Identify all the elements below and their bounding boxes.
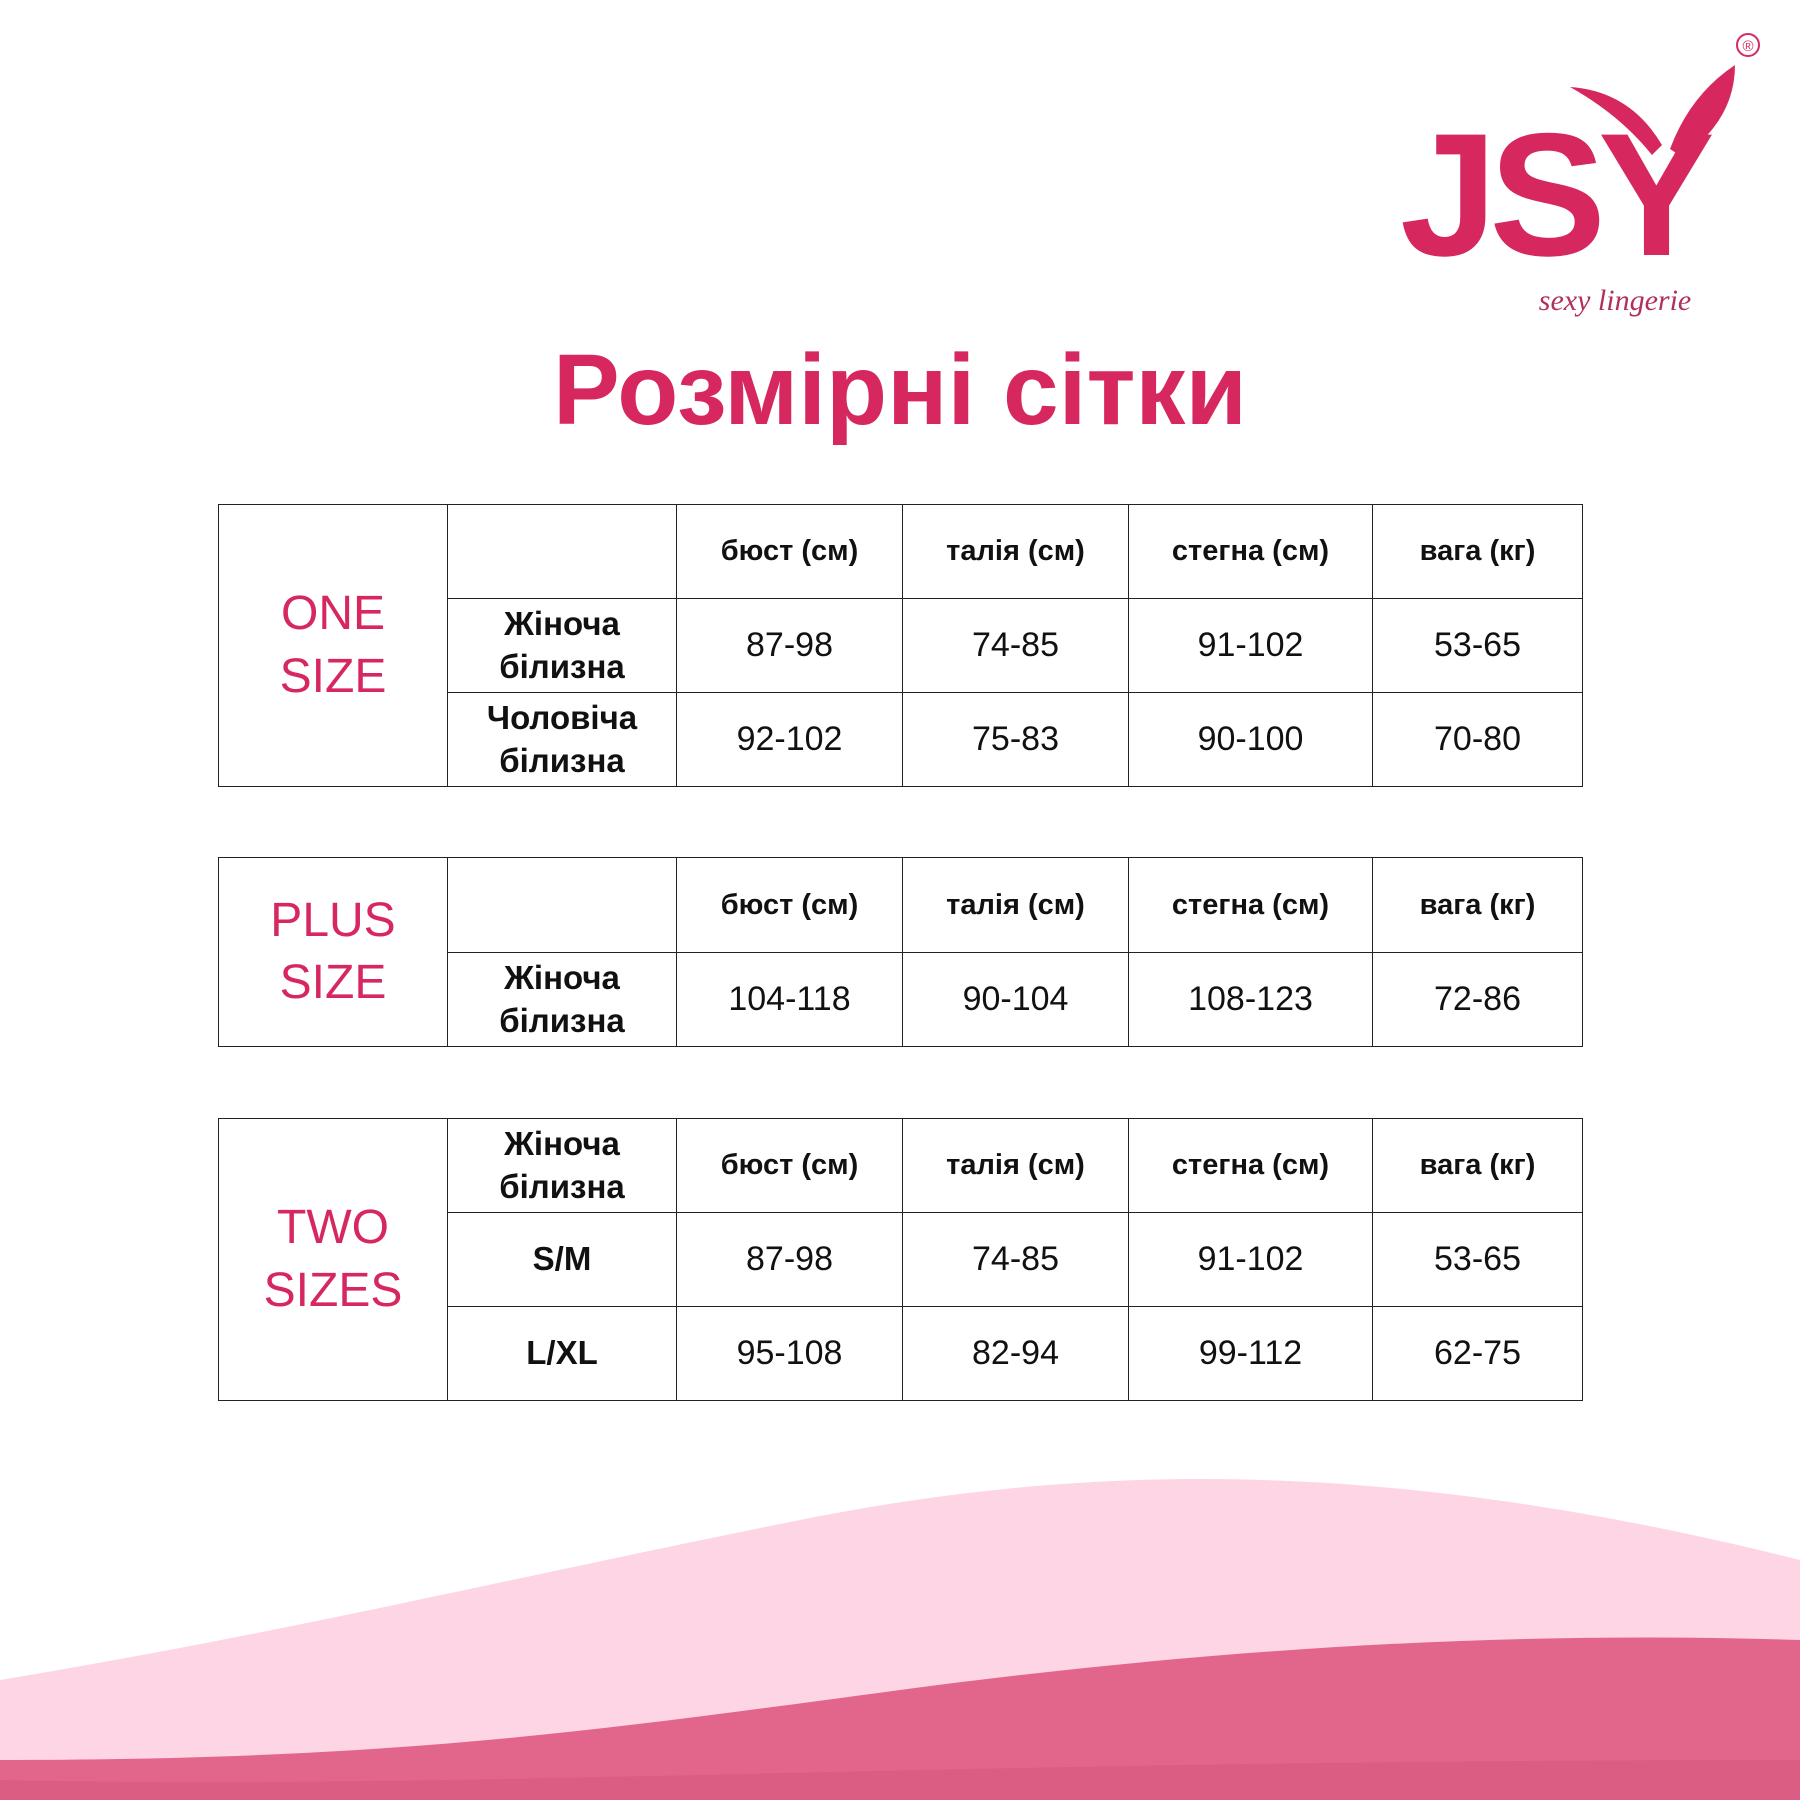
plus-size-table: PLUS SIZE бюст (см) талія (см) стегна (см… bbox=[218, 857, 1583, 1047]
size-label: PLUS SIZE bbox=[218, 857, 448, 1047]
size-label: ONE SIZE bbox=[218, 504, 448, 787]
table-row: Жіноча білизна 87-98 74-85 91-102 53-65 bbox=[219, 598, 1583, 693]
header-waist: талія (см) bbox=[902, 1118, 1129, 1213]
two-sizes-table: TWO SIZES Жіноча білизна бюст (см) талія (… bbox=[218, 1118, 1583, 1401]
header-bust: бюст (см) bbox=[676, 857, 903, 953]
cell-weight: 72-86 bbox=[1372, 952, 1583, 1047]
cell-weight: 70-80 bbox=[1372, 692, 1583, 787]
table-row: Жіноча білизна 104-118 90-104 108-123 72-… bbox=[219, 952, 1583, 1047]
leaf-icon bbox=[1670, 65, 1735, 157]
header-hips: стегна (см) bbox=[1128, 857, 1373, 953]
header-bust: бюст (см) bbox=[676, 1118, 903, 1213]
size-label: TWO SIZES bbox=[218, 1118, 448, 1401]
cell-hips: 91-102 bbox=[1128, 598, 1373, 693]
cell-hips: 99-112 bbox=[1128, 1306, 1373, 1401]
jsy-logo: JSY sexy lingerie ® bbox=[1400, 33, 1760, 317]
header-weight: вага (кг) bbox=[1372, 1118, 1583, 1213]
cell-bust: 104-118 bbox=[676, 952, 903, 1047]
cell-hips: 90-100 bbox=[1128, 692, 1373, 787]
wave-deep bbox=[0, 1760, 1800, 1800]
cell-waist: 74-85 bbox=[902, 1212, 1129, 1307]
header-waist: талія (см) bbox=[902, 504, 1129, 599]
table-row: S/M 87-98 74-85 91-102 53-65 bbox=[219, 1212, 1583, 1307]
cell-waist: 90-104 bbox=[902, 952, 1129, 1047]
corner-cell bbox=[447, 857, 677, 953]
one-size-table: ONE SIZE бюст (см) талія (см) стегна (см)… bbox=[218, 504, 1583, 787]
cell-bust: 92-102 bbox=[676, 692, 903, 787]
header-weight: вага (кг) bbox=[1372, 857, 1583, 953]
cell-bust: 87-98 bbox=[676, 598, 903, 693]
cell-hips: 91-102 bbox=[1128, 1212, 1373, 1307]
row-label: S/M bbox=[447, 1212, 677, 1307]
cell-waist: 75-83 bbox=[902, 692, 1129, 787]
row-label: Жіноча білизна bbox=[447, 952, 677, 1047]
header-bust: бюст (см) bbox=[676, 504, 903, 599]
registered-mark: ® bbox=[1742, 38, 1753, 55]
wave-dark bbox=[0, 1637, 1800, 1800]
brand-tagline: sexy lingerie bbox=[1539, 284, 1691, 317]
brand-name: JSY bbox=[1400, 98, 1712, 293]
cell-bust: 95-108 bbox=[676, 1306, 903, 1401]
cell-waist: 82-94 bbox=[902, 1306, 1129, 1401]
cell-hips: 108-123 bbox=[1128, 952, 1373, 1047]
row-label: L/XL bbox=[447, 1306, 677, 1401]
header-hips: стегна (см) bbox=[1128, 504, 1373, 599]
table-row: Чоловіча білизна 92-102 75-83 90-100 70-8… bbox=[219, 692, 1583, 787]
table-row: L/XL 95-108 82-94 99-112 62-75 bbox=[219, 1306, 1583, 1401]
cell-weight: 53-65 bbox=[1372, 598, 1583, 693]
page-title: Розмірні сітки bbox=[553, 334, 1247, 446]
cell-weight: 53-65 bbox=[1372, 1212, 1583, 1307]
header-waist: талія (см) bbox=[902, 857, 1129, 953]
corner-cell: Жіноча білизна bbox=[447, 1118, 677, 1213]
leaf-icon bbox=[1570, 87, 1662, 155]
header-weight: вага (кг) bbox=[1372, 504, 1583, 599]
cell-waist: 74-85 bbox=[902, 598, 1129, 693]
row-label: Чоловіча білизна bbox=[447, 692, 677, 787]
header-hips: стегна (см) bbox=[1128, 1118, 1373, 1213]
cell-bust: 87-98 bbox=[676, 1212, 903, 1307]
cell-weight: 62-75 bbox=[1372, 1306, 1583, 1401]
corner-cell bbox=[447, 504, 677, 599]
decorative-waves bbox=[0, 1479, 1800, 1800]
row-label: Жіноча білизна bbox=[447, 598, 677, 693]
